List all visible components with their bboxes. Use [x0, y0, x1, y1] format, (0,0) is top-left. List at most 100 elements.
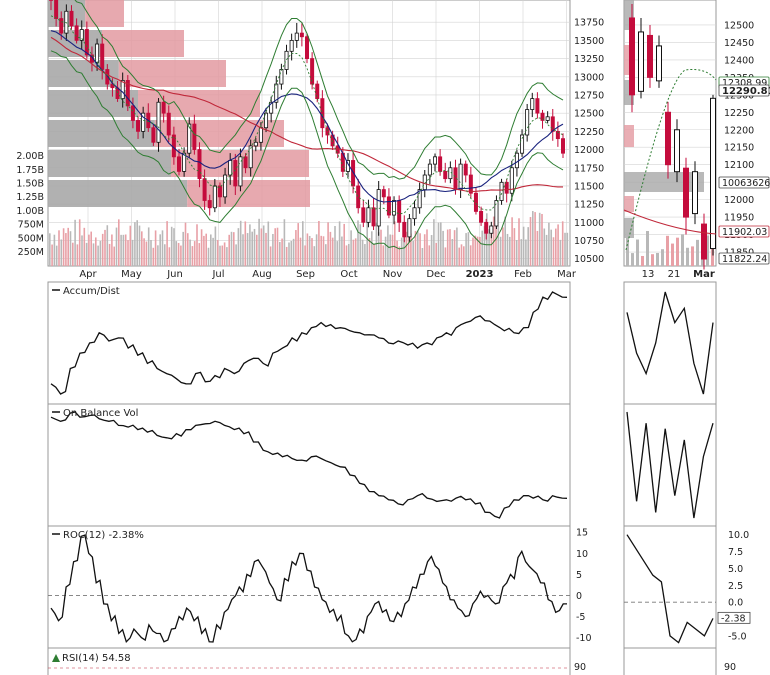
sma-50-line — [50, 30, 564, 203]
candle-body — [417, 189, 422, 209]
candle-body — [427, 163, 432, 176]
volume-bar — [555, 228, 557, 266]
volume-bar — [325, 244, 327, 266]
volume-bar — [230, 231, 233, 266]
candle-body — [253, 141, 258, 147]
roc-badge-label: -2.38 — [721, 613, 746, 624]
volume-bar — [375, 223, 378, 266]
candle-body — [74, 25, 79, 41]
volume-bar — [566, 232, 569, 266]
zoom-roc-tick-label: -5.0 — [728, 631, 747, 642]
volume-bar — [548, 222, 550, 266]
volume-bar — [295, 230, 297, 266]
zoom-volume-bar — [691, 246, 694, 266]
volume-bar — [299, 237, 302, 266]
candle-body — [248, 145, 253, 169]
zoom-candle-body — [710, 97, 716, 250]
candle-body — [105, 69, 110, 85]
month-label: Aug — [252, 269, 272, 280]
candle-body — [376, 189, 381, 227]
volume-bar — [509, 236, 511, 266]
candle-body — [381, 189, 386, 198]
zoom-candle-body — [701, 223, 707, 260]
volume-bar — [244, 221, 247, 266]
candle-body — [489, 225, 494, 234]
candle-body — [289, 39, 294, 52]
volume-bar — [78, 219, 81, 266]
volume-tick-label: 2.00B — [16, 151, 44, 162]
zoom-volume-bar — [671, 243, 674, 266]
volume-bar — [308, 235, 311, 266]
month-label: May — [121, 269, 142, 280]
volume-bar — [161, 230, 164, 266]
volume-bar — [481, 230, 483, 266]
volume-bar — [108, 243, 111, 266]
zoom-tick-label: 12400 — [724, 55, 754, 66]
volume-bar — [513, 228, 516, 266]
volume-bar — [189, 239, 191, 266]
candle-body — [192, 123, 197, 150]
zoom-candle-body — [692, 171, 698, 215]
volume-bar — [76, 244, 79, 266]
zoom-volume-bar — [676, 237, 679, 266]
candle-body — [54, 0, 59, 19]
volume-bar — [265, 232, 267, 266]
volume-bar — [394, 221, 396, 266]
price-tick-label: 10750 — [574, 236, 604, 247]
volume-bar — [143, 238, 145, 266]
volume-bar — [329, 231, 332, 266]
candle-body — [561, 138, 566, 154]
volume-bar — [428, 245, 431, 266]
volume-bar — [131, 239, 134, 266]
zoom-roc-tick-label: 2.5 — [728, 581, 743, 592]
volume-bar — [269, 246, 272, 266]
volume-profile-red — [138, 90, 260, 117]
volume-bar — [256, 234, 258, 266]
volume-bar — [453, 230, 456, 266]
price-badge-box — [718, 84, 770, 97]
zoom-tick-label: 11950 — [724, 213, 754, 224]
candle-body — [463, 163, 468, 176]
roc-tick-label: 15 — [576, 528, 588, 539]
roc-tick-label: 0 — [576, 591, 582, 602]
candle-body — [494, 200, 499, 227]
volume-bar — [111, 234, 113, 266]
volume-bar — [180, 245, 182, 266]
zoom-x-label: 13 — [642, 269, 655, 280]
volume-bar — [322, 236, 325, 266]
volume-bar — [62, 228, 65, 266]
volume-bar — [83, 227, 86, 266]
volume-bar — [532, 211, 534, 266]
volume-bar — [304, 245, 306, 266]
volume-bar — [81, 235, 83, 266]
accum-dist-label: Accum/Dist — [63, 286, 120, 297]
candle-body — [509, 167, 514, 194]
volume-bar — [127, 240, 129, 266]
month-label: Oct — [340, 269, 357, 280]
zoom-volume-bar — [706, 235, 709, 266]
volume-bar — [488, 229, 490, 266]
volume-bar — [58, 230, 60, 266]
volume-bar — [205, 233, 207, 266]
accum-dist-panel — [47, 281, 571, 405]
volume-bar — [315, 234, 318, 266]
volume-bar — [359, 224, 362, 266]
volume-bar — [552, 237, 555, 266]
volume-bar — [154, 230, 157, 266]
volume-bar — [101, 233, 104, 266]
volume-bar — [497, 226, 500, 266]
zoom-tick-label: 12200 — [724, 125, 754, 136]
month-label: Jun — [166, 269, 183, 280]
volume-bar — [449, 229, 451, 266]
candle-body — [407, 218, 412, 238]
volume-bar — [437, 222, 440, 266]
zoom-accum-dist-line — [626, 291, 714, 395]
zoom-tick-label: 12250 — [724, 108, 754, 119]
volume-bar — [136, 220, 138, 266]
zoom-volume-bar — [666, 235, 669, 266]
rsi-legend-icon — [52, 654, 60, 662]
month-label: Nov — [383, 269, 403, 280]
bb-upper-line — [74, 0, 564, 180]
